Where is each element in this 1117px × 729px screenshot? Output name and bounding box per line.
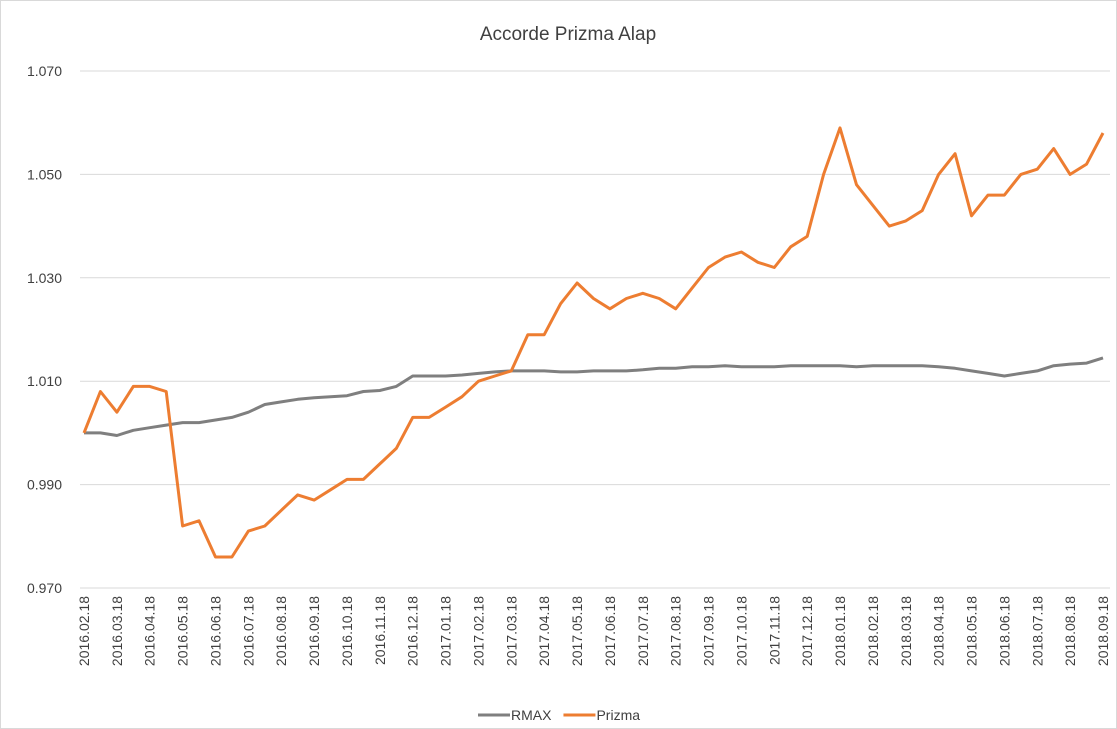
x-tick-label: 2018.04.18 <box>931 596 947 666</box>
x-tick-label: 2018.07.18 <box>1029 596 1045 666</box>
x-tick-label: 2016.11.18 <box>372 596 388 665</box>
x-tick-label: 2018.08.18 <box>1062 596 1078 666</box>
x-tick-label: 2017.05.18 <box>569 596 585 666</box>
chart-title: Accorde Prizma Alap <box>480 24 656 45</box>
y-tick-label: 1.010 <box>27 373 62 389</box>
y-tick-label: 0.990 <box>27 477 62 493</box>
y-tick-label: 0.970 <box>27 580 62 596</box>
x-tick-label: 2016.08.18 <box>273 596 289 666</box>
x-tick-label: 2016.07.18 <box>240 596 256 666</box>
x-tick-label: 2016.02.18 <box>76 596 92 666</box>
x-tick-label: 2017.07.18 <box>635 596 651 666</box>
y-tick-label: 1.070 <box>27 63 62 79</box>
x-tick-label: 2016.09.18 <box>306 596 322 666</box>
series-line <box>84 356 1104 437</box>
y-tick-label: 1.050 <box>27 166 62 182</box>
x-tick-label: 2016.12.18 <box>405 596 421 666</box>
x-tick-label: 2017.12.18 <box>799 596 815 666</box>
x-tick-label: 2017.02.18 <box>470 596 486 666</box>
x-tick-label: 2016.05.18 <box>175 596 191 666</box>
x-tick-label: 2017.03.18 <box>503 596 519 666</box>
legend-label: RMAX <box>511 707 552 723</box>
x-tick-label: 2018.01.18 <box>832 596 848 666</box>
x-tick-label: 2017.06.18 <box>602 596 618 666</box>
x-tick-label: 2016.03.18 <box>109 596 125 666</box>
x-tick-label: 2016.10.18 <box>339 596 355 666</box>
x-tick-label: 2017.10.18 <box>733 596 749 666</box>
x-tick-label: 2017.01.18 <box>438 596 454 666</box>
x-tick-label: 2018.03.18 <box>898 596 914 666</box>
y-tick-label: 1.030 <box>27 270 62 286</box>
x-tick-label: 2016.04.18 <box>142 596 158 666</box>
x-tick-label: 2018.05.18 <box>964 596 980 666</box>
series-line <box>82 126 1105 559</box>
x-tick-label: 2017.08.18 <box>668 596 684 666</box>
x-tick-label: 2018.09.18 <box>1095 596 1111 666</box>
x-tick-label: 2017.11.18 <box>766 596 782 665</box>
x-tick-label: 2018.02.18 <box>865 596 881 666</box>
x-tick-label: 2018.06.18 <box>996 596 1012 666</box>
x-tick-label: 2017.09.18 <box>701 596 717 666</box>
x-tick-label: 2017.04.18 <box>536 596 552 666</box>
x-tick-label: 2016.06.18 <box>207 596 223 666</box>
legend-label: Prizma <box>596 707 640 723</box>
